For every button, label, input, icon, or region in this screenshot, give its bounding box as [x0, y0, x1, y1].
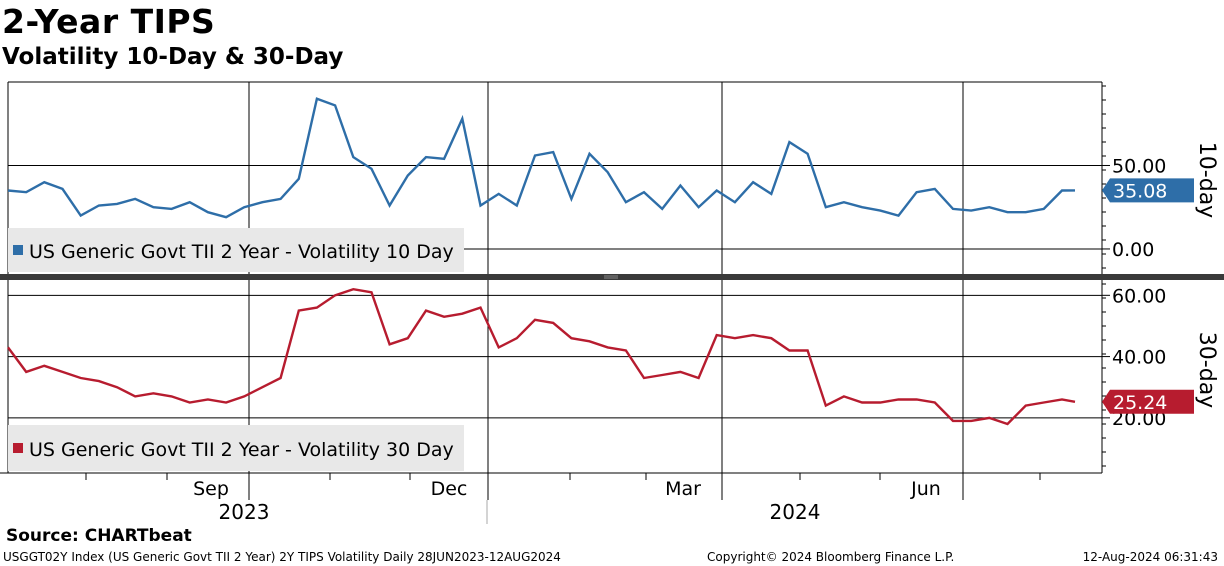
y-tick-label-10day: 0.00	[1112, 239, 1154, 261]
last-value-badge-30day: 25.24	[1102, 389, 1194, 414]
x-tick-label-sep: Sep	[193, 478, 229, 500]
footer-copyright: Copyright© 2024 Bloomberg Finance L.P.	[707, 550, 955, 564]
legend-10day: US Generic Govt TII 2 Year - Volatility …	[8, 228, 464, 272]
legend-label-30day: US Generic Govt TII 2 Year - Volatility …	[29, 439, 454, 461]
legend-label-10day: US Generic Govt TII 2 Year - Volatility …	[29, 241, 454, 263]
series-line-30day	[7, 287, 1076, 426]
x-tick-label-jun: Jun	[910, 478, 941, 500]
legend-swatch-10day	[13, 245, 23, 255]
footer-index-info: USGGT02Y Index (US Generic Govt TII 2 Ye…	[3, 550, 561, 564]
side-label-30day: 30-day	[1194, 332, 1219, 408]
y-tick-label-30day: 40.00	[1112, 347, 1166, 369]
y-tick-label-30day: 60.00	[1112, 285, 1166, 307]
footer-timestamp: 12-Aug-2024 06:31:43	[1082, 550, 1218, 564]
last-value-30day: 25.24	[1113, 392, 1167, 414]
x-axis: Sep Dec Mar Jun 2023 2024	[85, 473, 1041, 524]
top-panel: 0.00 50.00 US Generic Govt TII 2 Year - V…	[7, 81, 1219, 274]
last-value-badge-10day: 35.08	[1102, 178, 1194, 203]
legend-swatch-30day	[13, 443, 23, 453]
x-year-label-2023: 2023	[219, 500, 270, 524]
bottom-gridlines	[8, 294, 1102, 419]
y-tick-label-10day: 50.00	[1112, 155, 1166, 177]
chart-subtitle: Volatility 10-Day & 30-Day	[2, 44, 344, 70]
x-tick-label-mar: Mar	[665, 478, 701, 500]
x-tick-label-dec: Dec	[431, 478, 468, 500]
last-value-10day: 35.08	[1113, 180, 1167, 202]
chart-title: 2-Year TIPS	[2, 2, 216, 41]
legend-30day: US Generic Govt TII 2 Year - Volatility …	[8, 425, 464, 471]
x-year-label-2024: 2024	[770, 500, 821, 524]
source-note: Source: CHARTbeat	[6, 526, 192, 546]
panel-divider[interactable]	[0, 274, 1224, 280]
side-label-10day: 10-day	[1194, 142, 1219, 218]
top-y-ticks: 0.00 50.00	[1102, 85, 1166, 269]
x-axis-ticks	[85, 473, 1041, 500]
series-line-10day	[7, 97, 1076, 219]
